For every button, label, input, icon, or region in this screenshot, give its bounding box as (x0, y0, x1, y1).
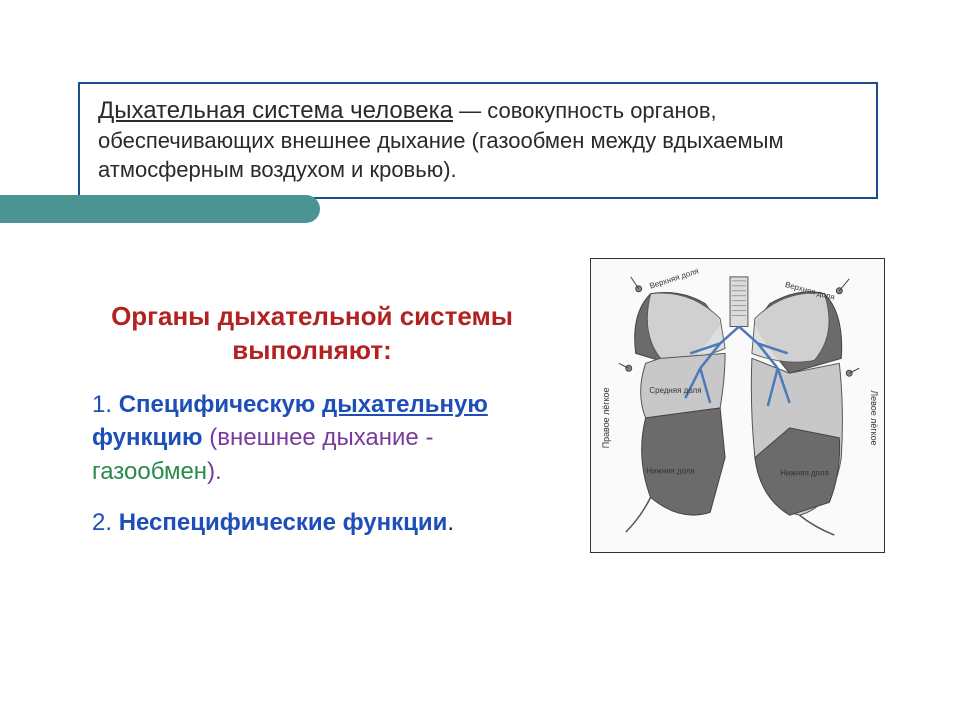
label-lower-lobe-r: Нижняя доля (646, 467, 694, 476)
item1-part-c: функцию (92, 424, 209, 451)
item2-text: Неспецифические функции (119, 509, 448, 536)
item1-part-a: Специфическую (119, 391, 322, 418)
definition-separator: — (453, 98, 487, 123)
definition-box: Дыхательная система человека — совокупно… (78, 82, 878, 199)
function-item-1: 1. Специфическую дыхательную функцию (вн… (92, 388, 532, 489)
item1-number: 1. (92, 391, 119, 418)
label-lower-lobe-l: Нижняя доля (780, 469, 828, 478)
content-text-block: Органы дыхательной системы выполняют: 1.… (92, 300, 532, 558)
item1-part-e: газообмен (92, 458, 207, 485)
item1-part-f: ). (207, 458, 222, 485)
item1-part-d: (внешнее дыхание - (209, 424, 433, 451)
label-upper-lobe-r: Верхняя доля (648, 266, 699, 290)
function-item-2: 2. Неспецифические функции. (92, 506, 532, 540)
label-right-lung: Правое лёгкое (601, 388, 611, 449)
item1-part-b: дыхательную (322, 391, 488, 418)
label-left-lung: Левое лёгкое (869, 390, 879, 445)
item2-number: 2. (92, 509, 119, 536)
lungs-diagram: Верхняя доля Верхняя доля Средняя доля Н… (590, 258, 885, 553)
label-middle-lobe: Средняя доля (649, 386, 701, 395)
item2-dot: . (447, 509, 454, 536)
decorative-bar (0, 195, 320, 223)
definition-title: Дыхательная система человека (98, 97, 453, 124)
functions-heading: Органы дыхательной системы выполняют: (92, 300, 532, 368)
lungs-svg: Верхняя доля Верхняя доля Средняя доля Н… (591, 259, 884, 552)
